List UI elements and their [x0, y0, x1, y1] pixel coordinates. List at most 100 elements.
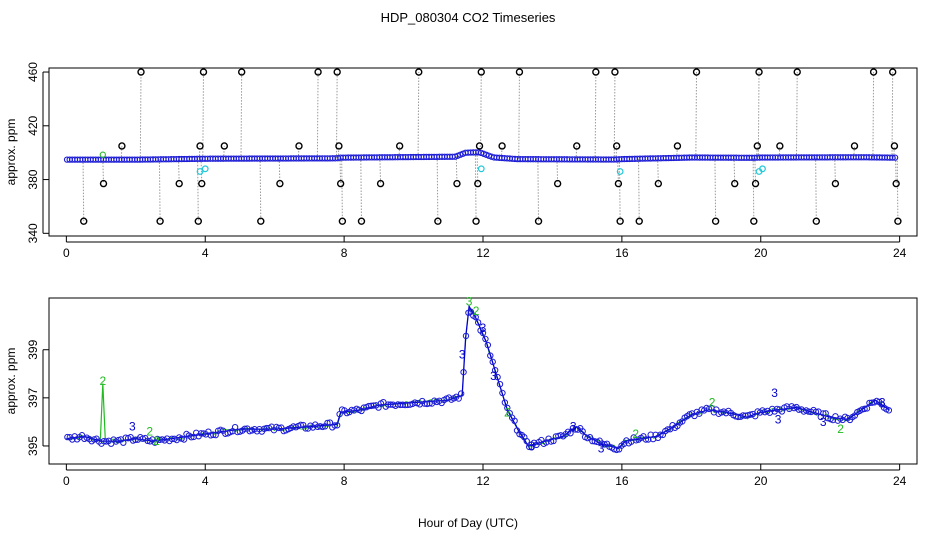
co2-point — [489, 358, 496, 366]
co2-point — [394, 401, 402, 408]
calibration-point — [295, 142, 303, 150]
co2-point — [331, 422, 338, 429]
calibration-connector — [617, 159, 619, 184]
co2-point — [297, 421, 304, 429]
cyan-point — [196, 168, 204, 175]
co2-point — [180, 436, 188, 443]
annotation-digit: 3 — [490, 369, 497, 383]
co2-point — [122, 434, 129, 441]
annotation-digit: 2 — [99, 374, 106, 388]
calibration-point — [498, 142, 506, 150]
calibration-point — [276, 179, 284, 188]
co2-point — [397, 401, 404, 409]
top-y-axis: 340 380 420 460 — [26, 62, 49, 243]
top-plot-area — [63, 68, 902, 225]
co2-point — [657, 431, 664, 438]
co2-point — [421, 400, 428, 407]
calibration-connector — [139, 72, 142, 160]
calibration-connector — [120, 145, 123, 160]
calibration-connector — [339, 157, 342, 184]
calibration-connector — [733, 157, 736, 184]
calibration-connector — [337, 145, 340, 159]
calibration-point — [472, 217, 480, 225]
co2-point — [319, 423, 326, 431]
bottom-x-axis: 0 4 8 12 16 20 24 — [63, 464, 907, 488]
co2-point — [275, 424, 283, 432]
co2-point — [210, 431, 217, 438]
calibration-point — [257, 217, 265, 225]
calibration-point — [99, 179, 108, 188]
calibration-point — [553, 179, 562, 188]
annotation-digit: 3 — [129, 420, 136, 434]
calibration-connector — [398, 145, 401, 158]
calibration-connector — [335, 72, 338, 159]
annotation-digit: 3 — [771, 386, 778, 400]
calibration-point — [888, 68, 897, 76]
calibration-connector — [891, 72, 894, 158]
co2-point — [487, 352, 494, 359]
calibration-connector — [417, 72, 420, 158]
calibration-point — [453, 179, 461, 188]
annotation-digit: 2 — [709, 396, 716, 410]
calibration-point — [753, 142, 761, 150]
co2-point — [399, 401, 406, 408]
calibration-point — [137, 68, 145, 76]
cyan-point — [477, 165, 485, 173]
co2-point — [314, 423, 321, 431]
calibration-point — [894, 217, 902, 225]
annotation-digit: 2 — [473, 304, 480, 318]
calibration-connector — [796, 72, 798, 158]
calibration-point — [711, 217, 720, 225]
co2-point — [496, 380, 504, 388]
co2-point — [326, 419, 334, 426]
co2-point — [132, 436, 139, 444]
calibration-connector — [778, 145, 781, 158]
calibration-connector — [476, 152, 479, 184]
calibration-point — [175, 179, 183, 188]
calibration-spike-line — [99, 383, 106, 439]
calibration-point — [194, 217, 202, 225]
calibration-connector — [316, 72, 319, 159]
calibration-point — [614, 179, 623, 188]
top-x-tick-label: 16 — [615, 246, 629, 260]
co2-point — [120, 439, 127, 446]
top-panel: 0 4 8 12 16 20 24 340 380 420 460 approx. ppm — [4, 62, 918, 260]
calibration-connector — [240, 72, 243, 159]
co2-point — [642, 436, 650, 443]
co2-point — [499, 389, 506, 397]
calibration-point — [335, 142, 343, 150]
annotation-digit: 3 — [459, 348, 466, 362]
calibration-point — [199, 68, 208, 76]
cyan-point — [616, 168, 624, 175]
bottom-x-tick-label: 0 — [63, 474, 70, 488]
annotation-digit: 3 — [466, 295, 473, 309]
calibration-point — [156, 217, 164, 225]
calibration-connector — [757, 72, 760, 158]
calibration-connector — [379, 157, 382, 184]
calibration-connector — [198, 145, 201, 159]
calibration-point — [751, 179, 760, 188]
annotation-digit: 2 — [146, 425, 153, 439]
co2-point — [460, 368, 467, 376]
top-x-tick-label: 8 — [341, 246, 348, 260]
annotation-digit: 3 — [775, 412, 782, 426]
co2-point — [773, 405, 781, 413]
co2-point — [462, 332, 470, 340]
co2-point — [820, 410, 827, 417]
calibration-point — [793, 68, 801, 76]
calibration-point — [477, 68, 485, 76]
calibration-connector — [200, 158, 203, 184]
annotation-digit: 2 — [504, 405, 511, 419]
calibration-connector — [618, 159, 621, 222]
co2-point — [525, 443, 533, 451]
co2-point — [482, 335, 489, 343]
calibration-connector — [575, 145, 578, 160]
calibration-connector — [638, 158, 640, 222]
calibration-connector — [756, 145, 758, 158]
calibration-point — [314, 68, 322, 76]
co2-point — [64, 433, 71, 441]
top-y-axis-label: approx. ppm — [4, 119, 18, 186]
calibration-point — [869, 68, 878, 76]
calibration-point — [415, 68, 423, 76]
calibration-point — [198, 179, 206, 188]
